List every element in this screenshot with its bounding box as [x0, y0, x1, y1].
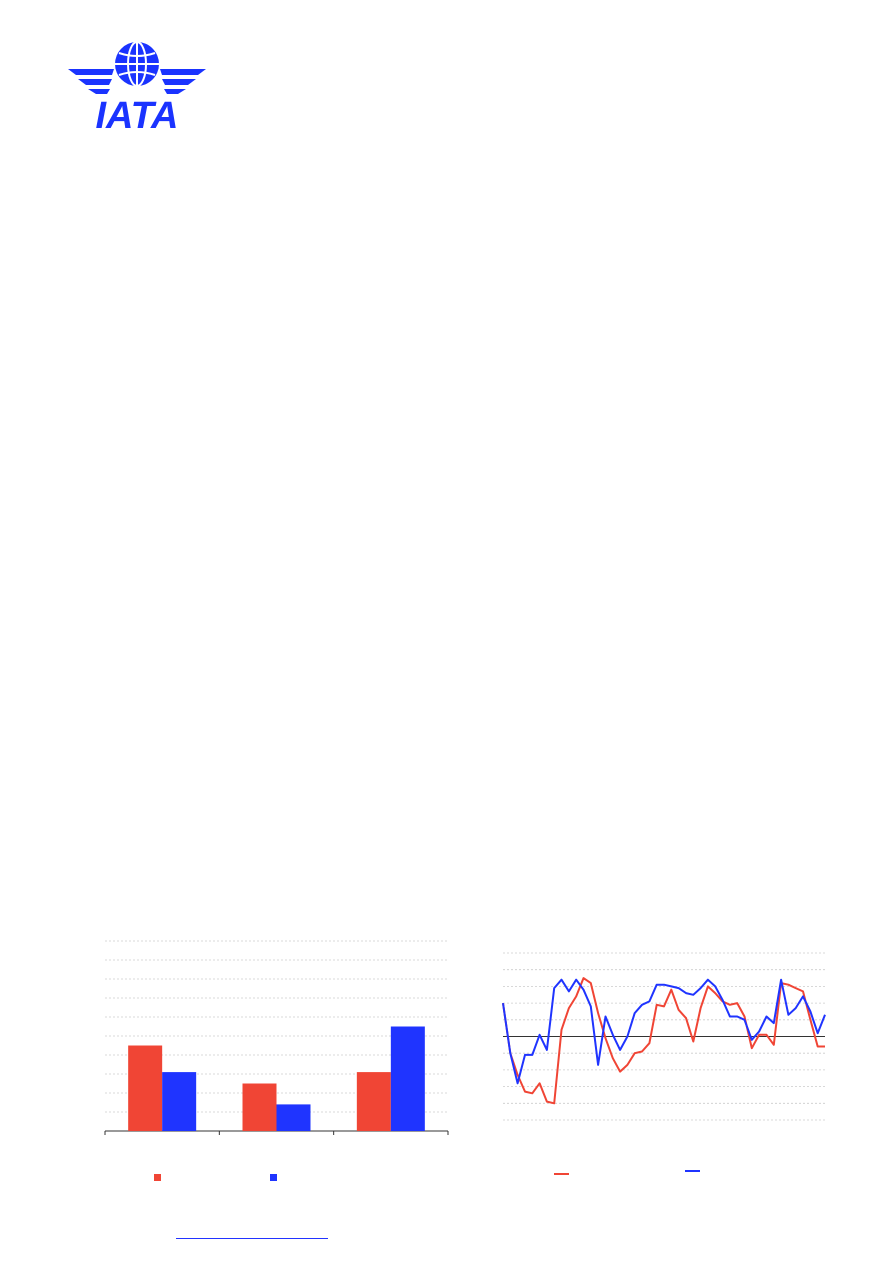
source-link[interactable] [176, 1222, 328, 1239]
bar-s2-c2 [276, 1104, 311, 1131]
bar-chart-legend [150, 1170, 350, 1186]
legend-line-series-2 [685, 1170, 700, 1172]
bar-s1-c3 [356, 1072, 391, 1131]
bar-s1-c1 [128, 1045, 163, 1131]
line-chart [502, 952, 826, 1121]
logo-wordmark: IATA [95, 95, 178, 134]
series-line-2 [502, 978, 826, 1085]
line-chart-legend [550, 1165, 750, 1181]
iata-logo: IATA [68, 41, 206, 134]
legend-swatch-series-2 [270, 1174, 277, 1181]
left-wing-icon [68, 69, 114, 94]
globe-icon [115, 41, 159, 87]
bar-s2-c1 [162, 1072, 197, 1131]
legend-swatch-series-1 [154, 1174, 161, 1181]
series-line-1 [502, 977, 825, 1105]
right-wing-icon [160, 69, 206, 94]
legend-line-series-1 [554, 1173, 569, 1175]
bar-s1-c2 [242, 1083, 277, 1131]
bar-chart [104, 940, 449, 1135]
bar-s2-c3 [390, 1026, 425, 1131]
